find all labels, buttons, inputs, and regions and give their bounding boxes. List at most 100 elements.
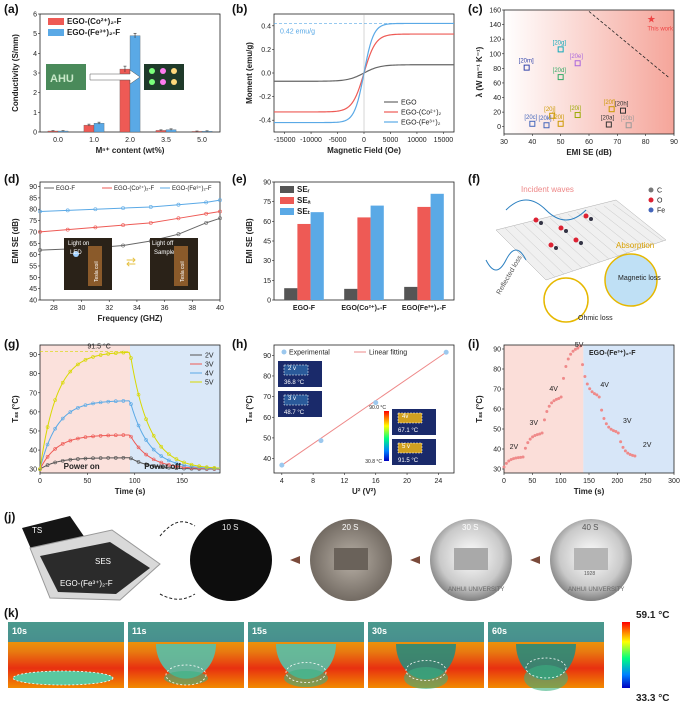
led-dot bbox=[171, 79, 177, 85]
x-tick-label: 5.0 bbox=[197, 137, 207, 144]
cold-zone bbox=[8, 622, 124, 642]
bar bbox=[430, 193, 444, 300]
data-point bbox=[121, 433, 126, 437]
x-tick-label: 36 bbox=[161, 305, 169, 312]
data-point bbox=[547, 404, 551, 408]
y-tick-label: 80 bbox=[493, 66, 501, 73]
y-tick-label: 0 bbox=[33, 130, 37, 137]
data-point bbox=[623, 449, 627, 453]
data-point bbox=[136, 460, 141, 464]
data-point bbox=[562, 376, 565, 380]
inset-photo-text: AHU bbox=[50, 73, 74, 85]
y-tick-label: 6 bbox=[33, 12, 37, 19]
x-tick-label: 24 bbox=[434, 478, 442, 485]
panel-label-j: (j) bbox=[4, 510, 16, 524]
label-reflected: Reflected loss bbox=[496, 254, 524, 296]
chart-d-emi-frequency: 28 30 32 34 36 38 40 40 45 50 55 60 65 70 75 80 85 90 Freq… bbox=[11, 181, 224, 323]
photo-label: Tesla coil bbox=[94, 261, 100, 282]
oxygen-atom bbox=[558, 225, 564, 231]
data-point bbox=[212, 466, 217, 470]
data-point bbox=[218, 209, 222, 214]
arrow-icon bbox=[530, 556, 540, 564]
data-point bbox=[91, 456, 95, 461]
x-tick-label: EGO(Fe³⁺)₂-F bbox=[402, 305, 447, 312]
x-tick-label: 150 bbox=[583, 478, 595, 485]
legend-label: 4V bbox=[205, 371, 214, 378]
data-point bbox=[189, 462, 194, 467]
data-point bbox=[106, 352, 111, 356]
y-tick-label: 45 bbox=[263, 239, 271, 246]
point-marker bbox=[574, 60, 581, 67]
label-absorption: Absorption bbox=[616, 241, 654, 250]
step-label: 3V bbox=[623, 418, 632, 425]
data-point bbox=[68, 457, 73, 462]
data-point bbox=[583, 374, 587, 378]
point-label: [20a] bbox=[601, 116, 615, 122]
data-point bbox=[542, 418, 546, 422]
data-point bbox=[545, 410, 549, 414]
cold-zone bbox=[248, 622, 364, 642]
y-tick-label: 60 bbox=[29, 409, 37, 416]
x-tick-label: 0.0 bbox=[53, 137, 63, 144]
data-point bbox=[76, 406, 80, 410]
data-point bbox=[98, 353, 103, 357]
legend-label: O bbox=[657, 198, 663, 205]
coin-text: ANHUI UNIVERSITY bbox=[448, 587, 504, 593]
data-point bbox=[106, 456, 111, 460]
data-point bbox=[159, 444, 164, 449]
step-label: 4V bbox=[600, 382, 609, 389]
y-tick-label: 4 bbox=[33, 51, 37, 58]
panel-label-b: (b) bbox=[232, 2, 248, 16]
data-point bbox=[573, 347, 577, 351]
data-point bbox=[76, 457, 80, 461]
legend-swatch bbox=[280, 186, 294, 193]
point-label: [20c] bbox=[524, 115, 537, 121]
data-point bbox=[159, 465, 164, 469]
data-point bbox=[600, 408, 604, 412]
data-point bbox=[318, 438, 324, 444]
data-point bbox=[569, 352, 573, 356]
point-label: [20f] bbox=[604, 100, 616, 106]
data-point bbox=[93, 225, 98, 230]
data-point bbox=[609, 427, 613, 431]
data-point bbox=[76, 436, 80, 441]
data-point bbox=[136, 423, 141, 428]
y-tick-label: 60 bbox=[263, 415, 271, 422]
data-point bbox=[65, 208, 70, 213]
lattice-line bbox=[576, 211, 628, 254]
data-point bbox=[218, 198, 222, 203]
data-point bbox=[504, 461, 508, 465]
time-label: 15s bbox=[252, 626, 267, 636]
coin-heated bbox=[164, 671, 208, 685]
y-tick-label: 80 bbox=[29, 371, 37, 378]
data-point bbox=[45, 442, 50, 447]
time-label: 11s bbox=[132, 626, 147, 636]
thermal-spot bbox=[283, 394, 309, 406]
coin-year: 1928 bbox=[584, 571, 595, 577]
iron-atom bbox=[579, 241, 583, 245]
bar bbox=[297, 223, 311, 300]
y-tick-label: 30 bbox=[493, 467, 501, 474]
panel-j-defog-photos: TS SES EGO-(Fe³⁺)₂-F 10 S 20 S 30 S ANHU… bbox=[0, 508, 683, 604]
y-tick-label: 90 bbox=[263, 180, 271, 187]
x-tick-label: -10000 bbox=[300, 137, 322, 144]
incident-wave bbox=[505, 199, 587, 221]
legend-label: EGO-(Co²⁺)₂-F bbox=[67, 17, 122, 26]
y-axis-label: EMI SE (dB) bbox=[11, 218, 20, 264]
led-dot bbox=[160, 68, 166, 74]
data-point bbox=[218, 216, 222, 221]
lattice-line bbox=[540, 219, 592, 266]
x-tick-label: 15000 bbox=[434, 137, 454, 144]
data-point bbox=[38, 248, 42, 252]
inset-photo-leds bbox=[144, 64, 184, 90]
data-point bbox=[68, 438, 73, 443]
colorbar bbox=[384, 411, 389, 461]
coin-outline bbox=[12, 670, 114, 686]
data-point bbox=[176, 216, 181, 221]
legend-label: EGO-(Fe³⁺)₂-F bbox=[67, 28, 120, 37]
time-label-20s: 20 S bbox=[342, 523, 358, 532]
y-tick-label: 0 bbox=[497, 124, 501, 131]
x-tick-label: 28 bbox=[50, 305, 58, 312]
bar bbox=[357, 217, 371, 300]
panel-label-c: (c) bbox=[468, 2, 483, 16]
